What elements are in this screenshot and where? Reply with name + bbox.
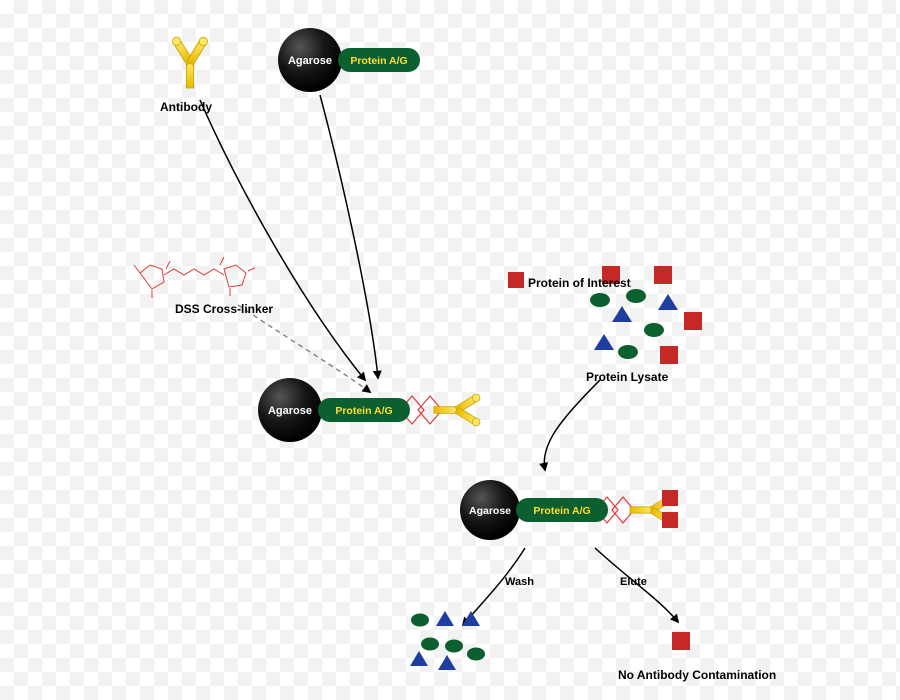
crosslinker-structure xyxy=(134,257,255,298)
no-contam-label: No Antibody Contamination xyxy=(618,668,776,682)
antibody-label: Antibody xyxy=(160,100,212,114)
arrows xyxy=(200,95,678,625)
antibody-top-icon xyxy=(171,36,209,88)
elute-label: Elute xyxy=(620,576,647,588)
agarose-label-3: Agarose xyxy=(469,505,511,517)
wash-cluster xyxy=(410,611,485,670)
proteinag-label-3: Protein A/G xyxy=(533,505,590,517)
agarose-label-1: Agarose xyxy=(288,55,332,67)
bead-mid: Agarose Protein A/G xyxy=(258,378,481,442)
proteinag-label-1: Protein A/G xyxy=(350,55,407,67)
wash-label: Wash xyxy=(505,576,534,588)
agarose-label-2: Agarose xyxy=(268,405,312,417)
diagram-stage: Agarose Protein A/G Agarose Protei xyxy=(0,0,900,700)
dss-label: DSS Cross-linker xyxy=(175,302,273,316)
bead-top: Agarose Protein A/G xyxy=(278,28,420,92)
poi-label: Protein of Interest xyxy=(528,276,631,290)
proteinag-label-2: Protein A/G xyxy=(335,405,392,417)
lysate-label: Protein Lysate xyxy=(586,370,668,384)
bead-bot: Agarose Protein A/G xyxy=(460,480,678,540)
poi-legend-icon xyxy=(508,272,524,288)
elute-poi-icon xyxy=(672,632,690,650)
